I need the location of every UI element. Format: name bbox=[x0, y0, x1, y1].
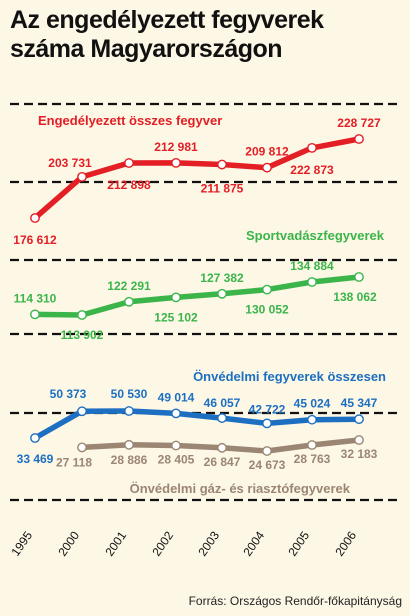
data-point-self_defense-1995 bbox=[30, 433, 40, 443]
data-point-sport-2005 bbox=[307, 277, 317, 287]
data-label-sport-2006: 138 062 bbox=[333, 290, 377, 304]
data-label-total-2003: 211 875 bbox=[201, 182, 244, 196]
data-label-sport-2001: 122 291 bbox=[107, 279, 151, 293]
data-label-total-2005: 222 873 bbox=[290, 163, 334, 177]
series-line-total bbox=[32, 136, 362, 221]
data-label-self_defense-2004: 42 722 bbox=[249, 402, 286, 416]
data-label-self_defense-2005: 45 024 bbox=[294, 397, 331, 411]
data-point-self_defense-2003 bbox=[217, 413, 227, 423]
data-point-gas-2003 bbox=[217, 442, 227, 453]
data-point-sport-2004 bbox=[262, 284, 272, 295]
x-tick-2003: 2003 bbox=[195, 528, 222, 558]
x-tick-1995: 1995 bbox=[8, 528, 35, 558]
data-label-gas-2004: 24 673 bbox=[249, 458, 286, 472]
chart-title: Az engedélyezett fegyverek száma Magyaro… bbox=[10, 6, 400, 64]
data-point-sport-2003 bbox=[217, 288, 227, 299]
data-label-sport-2003: 127 382 bbox=[200, 271, 244, 285]
series-line-self_defense bbox=[32, 408, 362, 441]
x-tick-2000: 2000 bbox=[55, 528, 82, 558]
data-label-gas-2001: 28 886 bbox=[111, 453, 148, 467]
title-line-2: száma Magyarországon bbox=[10, 35, 283, 63]
data-point-gas-2006 bbox=[354, 435, 364, 445]
data-label-self_defense-1995: 33 469 bbox=[17, 452, 54, 466]
data-point-self_defense-2006 bbox=[354, 414, 364, 425]
x-tick-2001: 2001 bbox=[102, 528, 129, 558]
data-label-total-2000: 203 731 bbox=[48, 156, 92, 170]
data-label-total-2001: 212 898 bbox=[107, 178, 151, 192]
data-point-gas-2001 bbox=[124, 439, 134, 450]
title-line-1: Az engedélyezett fegyverek bbox=[10, 6, 324, 34]
data-label-gas-2006: 32 183 bbox=[341, 447, 378, 461]
x-tick-2002: 2002 bbox=[149, 528, 176, 558]
data-label-total-1995: 176 612 bbox=[13, 233, 57, 247]
data-point-total-2003 bbox=[217, 159, 227, 170]
series-name-self_defense: Önvédelmi fegyverek összesen bbox=[193, 369, 386, 384]
data-point-total-2000 bbox=[77, 171, 87, 182]
data-point-self_defense-2002 bbox=[171, 408, 181, 419]
data-point-gas-2000 bbox=[77, 442, 87, 453]
data-point-self_defense-2001 bbox=[124, 406, 134, 416]
source-note: Forrás: Országos Rendőr-főkapitányság bbox=[188, 594, 402, 608]
data-point-self_defense-2000 bbox=[77, 406, 87, 417]
data-label-self_defense-2003: 46 057 bbox=[204, 396, 241, 410]
data-label-sport-2005: 134 884 bbox=[290, 259, 334, 273]
data-point-total-2001 bbox=[124, 158, 134, 168]
data-label-self_defense-2006: 45 347 bbox=[341, 396, 378, 410]
data-label-gas-2002: 28 405 bbox=[158, 453, 195, 467]
x-tick-2004: 2004 bbox=[240, 528, 267, 558]
data-point-sport-2000 bbox=[77, 310, 87, 320]
data-point-gas-2002 bbox=[171, 440, 181, 451]
series-name-gas: Önvédelmi gáz- és riasztófegyverek bbox=[130, 481, 351, 496]
data-point-sport-2006 bbox=[354, 272, 364, 282]
data-point-self_defense-2004 bbox=[262, 418, 272, 429]
data-label-self_defense-2000: 50 373 bbox=[50, 387, 87, 401]
data-point-total-1995 bbox=[30, 213, 40, 223]
data-label-self_defense-2001: 50 530 bbox=[111, 387, 148, 401]
data-label-sport-1995: 114 310 bbox=[14, 291, 57, 305]
data-point-total-2002 bbox=[171, 157, 181, 168]
data-point-total-2006 bbox=[354, 134, 364, 144]
data-label-total-2006: 228 727 bbox=[337, 116, 381, 130]
data-point-total-2004 bbox=[262, 162, 272, 173]
data-label-sport-2000: 113 902 bbox=[61, 328, 104, 342]
x-tick-2005: 2005 bbox=[285, 528, 312, 558]
data-point-self_defense-2005 bbox=[307, 414, 317, 425]
data-point-sport-2002 bbox=[171, 292, 181, 303]
data-point-gas-2004 bbox=[262, 446, 272, 456]
data-label-sport-2002: 125 102 bbox=[154, 310, 198, 324]
series-name-total: Engedélyezett összes fegyver bbox=[38, 113, 222, 128]
data-label-gas-2005: 28 763 bbox=[294, 452, 331, 466]
data-label-gas-2000: 27 118 bbox=[56, 455, 92, 469]
series-name-sport: Sportvadászfegyverek bbox=[246, 228, 385, 243]
data-point-gas-2005 bbox=[307, 440, 317, 450]
data-point-total-2005 bbox=[307, 142, 317, 153]
data-point-sport-2001 bbox=[124, 296, 134, 307]
x-tick-2006: 2006 bbox=[332, 528, 359, 558]
series-line-sport bbox=[32, 274, 362, 318]
data-label-total-2004: 209 812 bbox=[245, 145, 289, 159]
data-label-sport-2004: 130 052 bbox=[245, 303, 289, 317]
data-label-total-2002: 212 981 bbox=[154, 140, 198, 154]
data-point-sport-1995 bbox=[30, 309, 40, 320]
data-label-gas-2003: 26 847 bbox=[204, 455, 241, 469]
data-label-self_defense-2002: 49 014 bbox=[158, 390, 195, 404]
